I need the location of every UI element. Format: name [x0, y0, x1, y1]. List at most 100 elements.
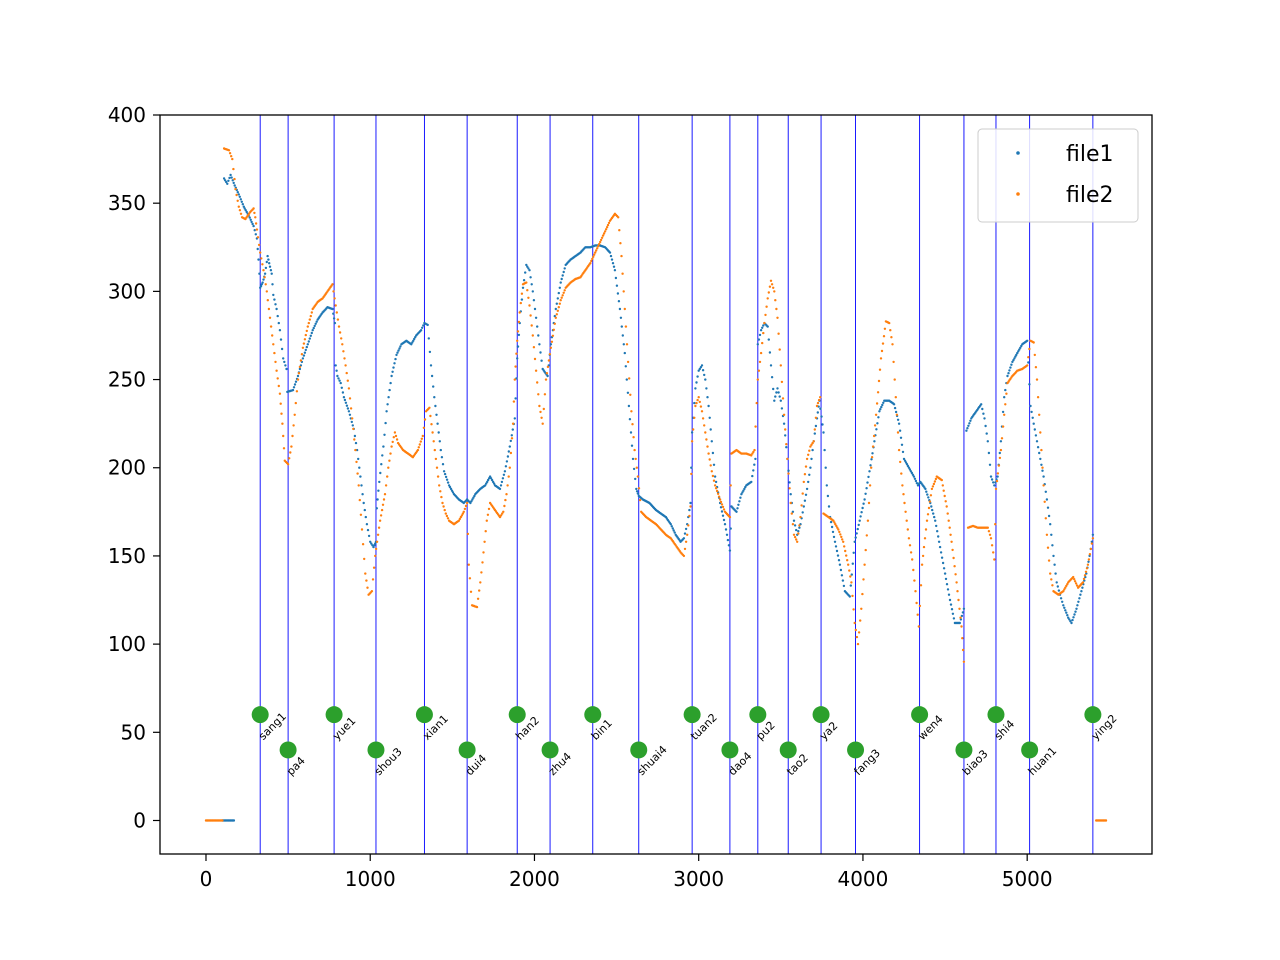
data-point	[944, 577, 948, 581]
data-point	[992, 481, 995, 484]
data-point	[620, 254, 623, 258]
data-point	[427, 337, 430, 340]
data-point	[862, 578, 865, 581]
data-point	[1051, 584, 1054, 587]
data-point	[539, 410, 542, 414]
data-point	[689, 505, 692, 508]
data-point	[752, 469, 755, 472]
data-point	[849, 584, 852, 587]
data-point	[226, 182, 229, 185]
data-point	[902, 493, 905, 496]
data-point	[500, 480, 504, 484]
data-point	[946, 588, 950, 591]
data-point	[370, 542, 373, 545]
data-point	[483, 540, 486, 543]
data-point	[256, 247, 259, 251]
data-point	[1084, 575, 1087, 579]
data-point	[279, 402, 282, 405]
data-point	[1074, 610, 1077, 613]
data-point	[703, 424, 706, 427]
data-point	[372, 545, 375, 549]
data-point	[544, 378, 548, 381]
data-point	[939, 551, 943, 554]
data-point	[457, 519, 461, 522]
data-point	[446, 517, 450, 520]
y-tick-label: 150	[108, 544, 146, 568]
data-point	[428, 406, 431, 409]
data-point	[892, 403, 896, 406]
data-point	[356, 472, 359, 475]
data-point	[444, 512, 447, 515]
data-point	[508, 466, 511, 469]
data-point	[349, 407, 353, 410]
data-point	[986, 526, 989, 529]
data-point	[711, 451, 715, 455]
data-point	[988, 533, 992, 536]
data-point	[876, 422, 879, 425]
data-point	[899, 436, 903, 439]
data-point	[938, 545, 942, 549]
data-point	[556, 309, 559, 312]
data-point	[594, 251, 597, 254]
x-tick-label: 0	[200, 867, 213, 891]
data-point	[981, 407, 984, 411]
data-point	[951, 612, 955, 615]
data-point	[870, 456, 874, 459]
data-point	[338, 331, 342, 334]
data-point	[959, 616, 962, 619]
data-point	[253, 211, 256, 215]
data-point	[851, 562, 854, 565]
data-point	[940, 556, 944, 559]
data-point	[718, 498, 722, 501]
data-point	[269, 269, 273, 272]
data-point	[413, 337, 416, 341]
data-point	[802, 505, 805, 508]
data-point	[870, 458, 873, 461]
data-point	[232, 167, 235, 171]
data-point	[889, 329, 892, 332]
data-point	[344, 401, 348, 404]
data-point	[516, 345, 520, 348]
data-point	[520, 292, 524, 295]
data-point	[626, 391, 630, 394]
data-point	[337, 325, 341, 328]
data-point	[275, 369, 278, 372]
data-point	[537, 334, 540, 337]
data-point	[999, 448, 1003, 452]
data-point	[1047, 559, 1051, 562]
data-point	[750, 480, 753, 484]
syllable-marker	[812, 706, 830, 724]
data-point	[837, 528, 840, 531]
data-point	[695, 381, 698, 384]
data-point	[278, 329, 282, 332]
data-point	[442, 505, 445, 508]
data-point	[1038, 451, 1041, 455]
data-point	[797, 532, 800, 535]
data-point	[900, 472, 903, 475]
data-point	[1085, 567, 1089, 570]
y-tick-label: 400	[108, 103, 146, 127]
data-point	[690, 440, 694, 443]
data-point	[528, 304, 531, 307]
data-point	[390, 374, 393, 378]
data-point	[793, 524, 797, 527]
data-point	[1061, 600, 1064, 603]
data-point	[469, 590, 473, 593]
data-point	[304, 333, 307, 337]
data-point	[1073, 578, 1076, 581]
data-point	[276, 377, 279, 380]
data-point	[710, 470, 713, 473]
syllable-marker	[1021, 741, 1039, 759]
data-point	[558, 286, 561, 289]
data-point	[510, 434, 513, 437]
data-point	[798, 526, 801, 529]
data-point	[635, 466, 638, 469]
data-point	[872, 434, 876, 438]
data-point	[616, 292, 620, 295]
data-point	[684, 527, 688, 531]
data-point	[618, 307, 622, 311]
data-point	[419, 440, 422, 443]
data-point	[295, 390, 299, 393]
legend-label-file1: file1	[1066, 142, 1114, 167]
data-point	[306, 325, 309, 328]
